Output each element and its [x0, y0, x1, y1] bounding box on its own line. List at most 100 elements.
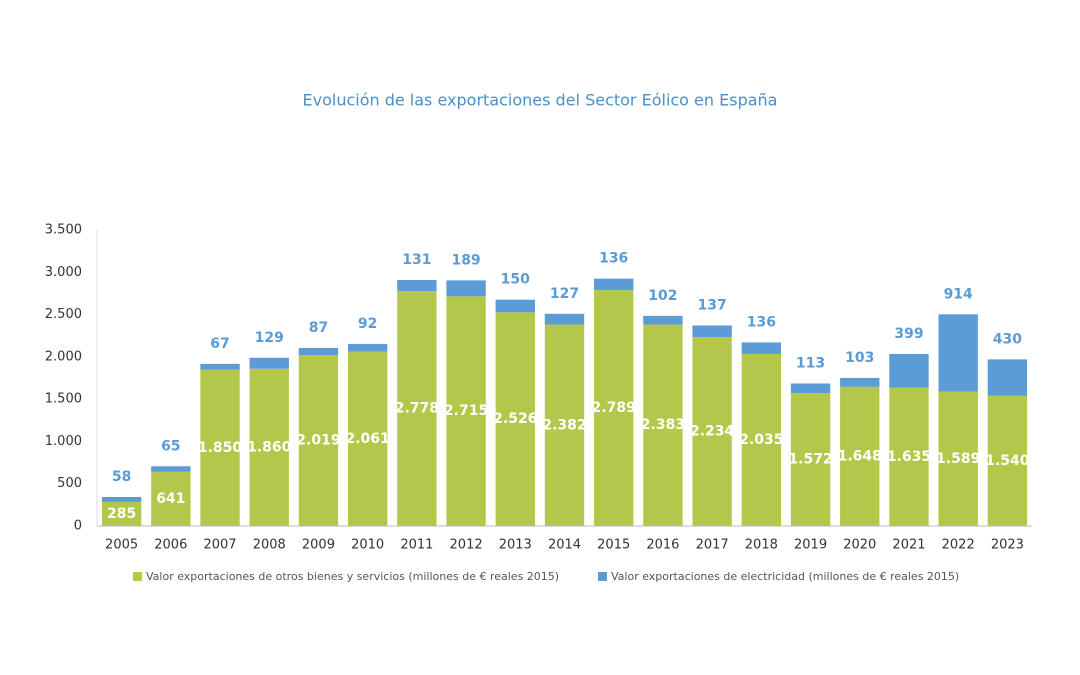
- value-label: 1.572: [788, 452, 832, 468]
- x-tick-label: 2005: [105, 538, 138, 553]
- bar-segment: [446, 296, 486, 526]
- bar-segment: [151, 471, 191, 526]
- x-tick-label: 2023: [991, 538, 1024, 553]
- y-tick-label: 0: [74, 519, 82, 534]
- y-tick-label: 3.500: [45, 223, 82, 238]
- value-label: 67: [210, 336, 229, 352]
- bar-segment: [249, 368, 289, 526]
- value-label: 136: [599, 251, 628, 267]
- x-tick-label: 2010: [351, 538, 384, 553]
- value-label: 1.648: [838, 448, 882, 464]
- value-label: 1.540: [985, 453, 1030, 469]
- value-label: 113: [796, 355, 825, 371]
- bar-segment: [298, 355, 339, 526]
- value-label: 2.061: [346, 431, 390, 447]
- bar-segment: [643, 324, 683, 526]
- bar-segment: [840, 377, 880, 387]
- value-label: 137: [698, 297, 727, 313]
- value-label: 285: [107, 506, 136, 522]
- bar-segment: [544, 324, 585, 526]
- y-tick-label: 1.500: [45, 392, 82, 407]
- y-tick-label: 500: [57, 476, 82, 491]
- value-label: 2.383: [641, 417, 685, 433]
- value-label: 1.860: [247, 439, 292, 455]
- value-label: 1.589: [936, 451, 980, 467]
- bar-segment: [790, 393, 831, 526]
- x-tick-label: 2014: [548, 538, 581, 553]
- x-tick-label: 2021: [892, 538, 925, 553]
- bar-segment: [101, 501, 142, 526]
- x-tick-label: 2009: [302, 538, 335, 553]
- bar-segment: [347, 343, 388, 352]
- value-label: 92: [358, 316, 377, 332]
- bar-segment: [200, 363, 240, 370]
- bar-segment: [741, 353, 782, 526]
- bar-segment: [446, 280, 486, 297]
- value-label: 2.234: [690, 424, 735, 440]
- bar-segment: [397, 279, 437, 292]
- y-tick-label: 1.000: [45, 434, 82, 449]
- value-label: 131: [402, 252, 431, 268]
- bar-segment: [938, 391, 978, 526]
- x-tick-label: 2008: [253, 538, 286, 553]
- bar-segment: [495, 312, 535, 526]
- x-tick-label: 2006: [154, 538, 187, 553]
- value-label: 1.850: [198, 440, 243, 456]
- bar-segment: [741, 342, 782, 354]
- x-tick-label: 2007: [203, 538, 236, 553]
- bar-segment: [495, 299, 535, 313]
- value-label: 127: [550, 286, 579, 302]
- bar-segment: [840, 386, 880, 526]
- value-label: 2.789: [592, 400, 636, 416]
- x-tick-label: 2017: [696, 538, 729, 553]
- x-tick-label: 2012: [450, 538, 483, 553]
- chart-title: Evolución de las exportaciones del Secto…: [303, 91, 778, 110]
- bar-segment: [987, 359, 1028, 396]
- value-label: 136: [747, 314, 776, 330]
- value-label: 87: [309, 320, 328, 336]
- bar-segment: [594, 290, 634, 526]
- x-tick-label: 2011: [400, 538, 433, 553]
- value-label: 2.526: [493, 411, 537, 427]
- value-label: 1.635: [887, 449, 931, 465]
- bar-segment: [347, 351, 388, 526]
- x-tick-label: 2018: [745, 538, 778, 553]
- bar-segment: [938, 314, 978, 392]
- y-tick-label: 3.000: [45, 265, 82, 280]
- y-tick-label: 2.500: [45, 307, 82, 322]
- value-label: 129: [255, 330, 284, 346]
- bar-segment: [200, 369, 240, 526]
- bar-segment: [298, 347, 339, 356]
- value-label: 58: [112, 469, 131, 485]
- bar-segment: [643, 315, 683, 325]
- legend-label: Valor exportaciones de otros bienes y se…: [146, 570, 559, 583]
- bar-segment: [544, 313, 585, 325]
- value-label: 189: [451, 252, 480, 268]
- value-label: 2.035: [739, 432, 783, 448]
- x-tick-label: 2015: [597, 538, 630, 553]
- value-label: 103: [845, 350, 874, 366]
- x-tick-label: 2022: [942, 538, 975, 553]
- bar-segment: [151, 466, 191, 472]
- x-tick-label: 2019: [794, 538, 827, 553]
- bar-segment: [249, 357, 289, 369]
- legend-swatch: [598, 572, 607, 581]
- bar-segment: [101, 496, 142, 502]
- bar-segment: [889, 387, 929, 526]
- value-label: 2.019: [296, 433, 340, 449]
- value-label: 2.778: [395, 401, 439, 417]
- bar-segment: [594, 278, 634, 291]
- x-tick-label: 2016: [646, 538, 679, 553]
- value-label: 399: [894, 326, 923, 342]
- value-label: 430: [993, 331, 1022, 347]
- value-label: 150: [501, 272, 530, 288]
- value-label: 2.382: [542, 417, 586, 433]
- bar-segment: [692, 337, 732, 526]
- legend-label: Valor exportaciones de electricidad (mil…: [611, 570, 959, 583]
- bar-segment: [889, 353, 929, 388]
- bar-segment: [790, 383, 831, 394]
- value-label: 102: [648, 288, 677, 304]
- x-tick-label: 2020: [843, 538, 876, 553]
- y-tick-label: 2.000: [45, 349, 82, 364]
